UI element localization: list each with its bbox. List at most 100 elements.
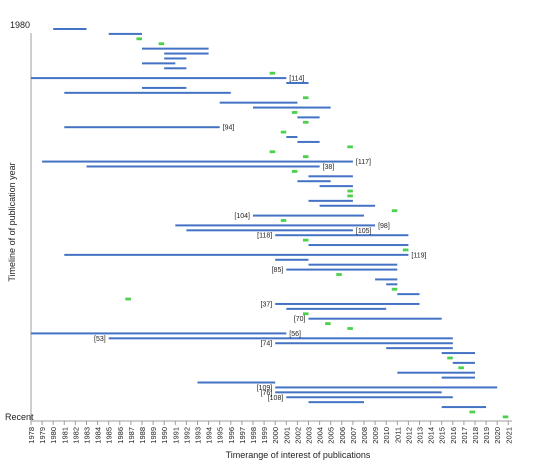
timeline-point	[302, 96, 309, 100]
timeline-point	[158, 42, 165, 46]
citation-label: [38]	[323, 164, 335, 171]
x-tick-label: 2014	[427, 427, 436, 444]
timeline-bar	[308, 199, 353, 202]
x-tick-label: 1998	[249, 427, 258, 444]
timeline-point	[302, 155, 309, 159]
citation-label: [98]	[378, 223, 390, 230]
timeline-bar	[286, 82, 309, 85]
x-tick-label: 2000	[271, 427, 280, 444]
timeline-point	[302, 120, 309, 124]
timeline-bar	[297, 116, 320, 119]
citation-label: [109]	[257, 385, 273, 392]
x-tick-label: 2007	[349, 427, 358, 444]
x-tick-label: 2004	[316, 427, 325, 444]
timeline-bar	[164, 57, 187, 60]
timeline-bar	[275, 342, 453, 345]
citation-label: [118]	[257, 233, 272, 240]
citation-labels: [114] [94] [117] [38] [104] [98] [105] [118] [11…	[94, 76, 426, 402]
timeline-bar	[275, 391, 442, 394]
timeline-bar	[142, 86, 187, 89]
x-tick-label: 1982	[71, 427, 80, 444]
x-tick-label: 1994	[205, 427, 214, 444]
timeline-bar	[253, 106, 331, 109]
x-tick-label: 1980	[49, 427, 58, 444]
x-tick-label: 2015	[438, 427, 447, 444]
timeline-point	[325, 322, 331, 325]
timeline-bar	[375, 278, 398, 281]
x-tick-label: 1985	[105, 427, 114, 444]
x-tick-label: 2020	[493, 427, 502, 444]
timeline-bar	[31, 332, 287, 335]
timeline-bar	[86, 165, 320, 168]
timeline-bar	[386, 347, 453, 350]
x-tick-label: 1995	[216, 427, 225, 444]
timeline-point	[280, 219, 287, 222]
timeline-bar	[297, 180, 331, 183]
timeline-point	[291, 169, 298, 173]
x-tick-label: 2011	[393, 427, 402, 443]
citation-label: [94]	[223, 125, 235, 132]
y-top-label: 1980	[10, 20, 30, 30]
citation-label: [105]	[356, 228, 372, 235]
x-tick-label: 2016	[449, 427, 458, 444]
x-tick-label: 2009	[371, 427, 380, 444]
timeline-point	[391, 209, 398, 213]
timeline-bar	[253, 214, 364, 217]
timeline-point	[302, 238, 309, 242]
timeline-bar	[397, 293, 420, 296]
timeline-bar	[386, 283, 398, 286]
timeline-bar	[197, 381, 276, 384]
timeline-point	[502, 415, 509, 419]
x-tick-label: 2005	[327, 427, 336, 444]
citation-label: [37]	[261, 301, 273, 308]
timeline-bar	[286, 136, 298, 139]
x-tick-label: 1992	[182, 427, 191, 444]
y-bottom-label: Recent	[5, 412, 34, 422]
citation-label: [53]	[94, 336, 106, 343]
timeline-point	[347, 194, 353, 198]
timeline-point	[302, 312, 309, 316]
timeline-bar	[164, 67, 187, 70]
x-ticks: 1978 1979 1980 1981 1982 1983 1984 1985 1986 1987…	[27, 421, 513, 444]
x-axis-title: Timerange of interest of publications	[226, 450, 371, 460]
timeline-bar	[42, 160, 353, 163]
timeline-bar	[142, 47, 209, 50]
x-tick-label: 2012	[404, 427, 413, 444]
timeline-bar	[441, 352, 475, 355]
x-tick-label: 2001	[282, 427, 291, 444]
timeline-bar	[286, 396, 453, 399]
timeline-point	[447, 356, 453, 360]
x-tick-label: 1993	[194, 427, 203, 444]
x-tick-label: 2019	[482, 427, 491, 444]
x-tick-label: 2018	[471, 427, 480, 444]
x-tick-label: 1984	[94, 427, 103, 444]
x-tick-label: 1983	[83, 427, 92, 444]
citation-label: [108]	[268, 395, 284, 402]
citation-label: [104]	[234, 213, 250, 220]
timeline-bar	[441, 376, 475, 379]
timeline-bar	[308, 401, 364, 404]
timeline-bar	[308, 175, 353, 178]
timeline-bar	[108, 337, 453, 340]
x-tick-label: 1989	[149, 427, 158, 444]
timeline-bar	[219, 101, 298, 104]
timeline-bar	[164, 52, 209, 55]
x-tick-label: 1987	[127, 427, 136, 444]
timeline-bar	[308, 244, 409, 247]
timeline-bar	[275, 234, 409, 237]
x-tick-label: 1991	[171, 427, 180, 444]
timeline-point	[347, 189, 353, 193]
timeline-bar	[186, 229, 353, 232]
timeline-bar	[53, 28, 87, 30]
timeline-bar	[286, 268, 398, 271]
timeline-bar	[308, 317, 442, 320]
citation-label: [70]	[294, 316, 306, 323]
y-axis-title: Timeline of of publication year	[7, 162, 17, 281]
x-tick-label: 2021	[504, 427, 513, 444]
x-tick-label: 2017	[460, 427, 469, 444]
timeline-bar	[275, 258, 309, 261]
timeline-point	[458, 366, 464, 370]
x-tick-label: 1988	[138, 427, 147, 444]
timeline-bar	[142, 62, 176, 65]
